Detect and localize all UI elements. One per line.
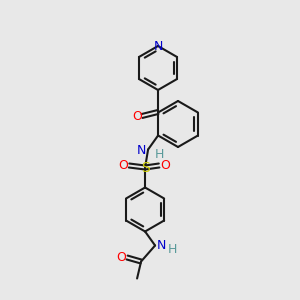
Text: H: H bbox=[155, 148, 164, 161]
Text: O: O bbox=[118, 159, 128, 172]
Text: N: N bbox=[137, 144, 146, 157]
Text: O: O bbox=[160, 159, 170, 172]
Text: N: N bbox=[153, 40, 163, 52]
Text: H: H bbox=[168, 243, 178, 256]
Text: O: O bbox=[116, 251, 126, 264]
Text: N: N bbox=[157, 239, 167, 252]
Text: S: S bbox=[141, 160, 149, 175]
Text: O: O bbox=[132, 110, 142, 122]
